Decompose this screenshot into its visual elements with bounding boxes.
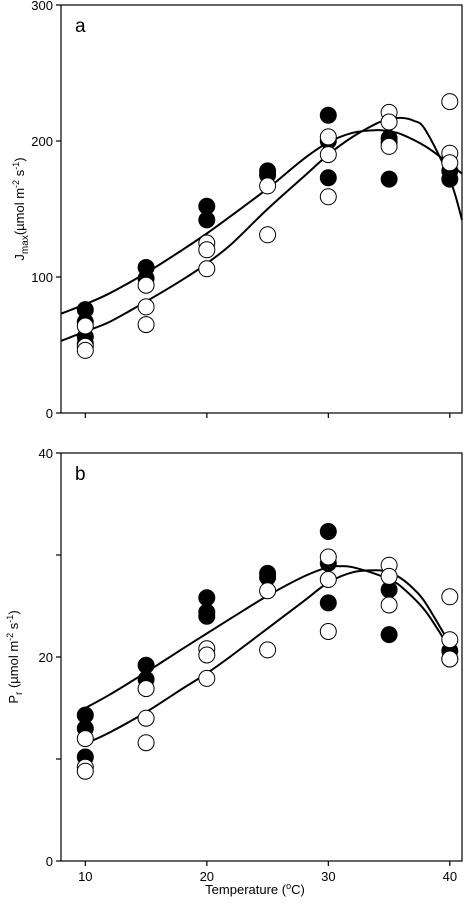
data-point-filled xyxy=(380,170,398,188)
data-point-open xyxy=(380,596,398,614)
data-point-open xyxy=(76,730,94,748)
x-tick-label: 20 xyxy=(200,869,214,884)
data-point-open xyxy=(319,548,337,566)
panel-b-ylabel-sub: r xyxy=(14,691,25,695)
data-point-open xyxy=(441,93,459,111)
fit-curve-filled xyxy=(60,129,463,315)
data-point-filled xyxy=(319,523,337,540)
panel-b-ylabel-r3: ) xyxy=(6,610,21,614)
data-point-open xyxy=(259,177,277,195)
fit-curve-open xyxy=(84,569,451,745)
panel-a-ylabel-sup1: -2 xyxy=(11,180,21,188)
data-point-open xyxy=(137,734,155,752)
data-point-open xyxy=(259,641,277,659)
data-point-open xyxy=(137,316,155,334)
data-point-filled xyxy=(380,626,398,644)
y-tick-label: 40 xyxy=(39,446,53,461)
data-point-open xyxy=(319,128,337,146)
data-point-filled xyxy=(137,656,155,674)
data-point-open xyxy=(319,188,337,206)
panel-b-ylabel-sup1: -2 xyxy=(5,633,15,641)
data-point-open xyxy=(198,669,216,687)
data-point-filled xyxy=(319,106,337,124)
panel-b-points xyxy=(76,523,459,780)
y-tick-label: 0 xyxy=(46,854,53,869)
panel-a-ylabel-sup2: -1 xyxy=(11,162,21,170)
data-point-open xyxy=(441,650,459,668)
x-tick-label: 40 xyxy=(443,869,457,884)
data-point-filled xyxy=(319,169,337,187)
panel-b-ylabel-sup2: -1 xyxy=(5,615,15,623)
data-point-filled xyxy=(319,594,337,612)
data-point-open xyxy=(198,241,216,259)
panel-a-ylabel-sub: max xyxy=(20,235,31,254)
y-tick-label: 300 xyxy=(31,0,53,13)
panel-b-label: b xyxy=(75,464,86,485)
data-point-open xyxy=(319,146,337,164)
data-point-open xyxy=(137,709,155,727)
panel-a: 0 100 200 300 a Jmax(µmol m-2 s-1) xyxy=(11,0,463,421)
data-point-open xyxy=(380,113,398,131)
x-axis-title-unit: C) xyxy=(291,882,305,897)
data-point-open xyxy=(380,567,398,585)
panel-a-ylabel-r2: s xyxy=(12,169,27,180)
panel-a-ylabel-r1: (µmol m xyxy=(12,188,27,235)
data-point-open xyxy=(319,623,337,640)
panel-b-frame xyxy=(60,452,463,862)
panel-b-y-axis-title: Pr (µmol m-2 s-1) xyxy=(5,610,25,703)
data-point-open xyxy=(441,631,459,649)
y-tick-label: 200 xyxy=(31,134,53,149)
y-tick-label: 100 xyxy=(31,270,53,285)
data-point-open xyxy=(259,226,277,244)
x-axis-title-text: Temperature ( xyxy=(205,882,287,897)
panel-b-ylabel-r2: s xyxy=(6,622,21,633)
data-point-filled xyxy=(198,607,216,625)
panel-b-ylabel-r1: (µmol m xyxy=(6,641,21,692)
data-point-open xyxy=(259,582,277,600)
data-point-filled xyxy=(441,170,459,188)
panel-a-frame xyxy=(60,4,463,414)
data-point-open xyxy=(380,137,398,155)
data-point-open xyxy=(76,341,94,359)
data-point-open xyxy=(76,762,94,780)
data-point-open xyxy=(137,680,155,698)
x-tick-label: 10 xyxy=(78,869,92,884)
panel-a-ylabel-r3: ) xyxy=(12,157,27,161)
data-point-open xyxy=(137,298,155,316)
panel-b-ticks: 10 20 30 40 0 20 40 xyxy=(39,446,458,884)
y-tick-label: 20 xyxy=(39,650,53,665)
x-axis-title: Temperature (oC) xyxy=(205,881,305,897)
data-point-open xyxy=(319,571,337,588)
y-tick-label: 0 xyxy=(46,406,53,421)
panel-a-label: a xyxy=(75,16,86,37)
x-axis-title-degree: o xyxy=(286,881,291,891)
panel-b: 10 20 30 40 0 20 40 b Pr (µmol m-2 s-1) xyxy=(5,446,463,884)
data-point-filled xyxy=(198,589,216,607)
data-point-open xyxy=(76,317,94,335)
data-point-open xyxy=(198,646,216,664)
panel-a-ylabel-main: J xyxy=(12,254,27,261)
panel-a-y-axis-title: Jmax(µmol m-2 s-1) xyxy=(11,157,31,260)
data-point-open xyxy=(137,276,155,294)
data-point-open xyxy=(441,154,459,172)
panel-a-ticks: 0 100 200 300 xyxy=(31,0,451,421)
data-point-filled xyxy=(198,211,216,229)
data-point-open xyxy=(441,588,459,606)
data-point-open xyxy=(198,260,216,278)
panel-b-ylabel-main: P xyxy=(6,695,21,704)
x-tick-label: 30 xyxy=(321,869,335,884)
panel-a-points xyxy=(76,93,459,359)
